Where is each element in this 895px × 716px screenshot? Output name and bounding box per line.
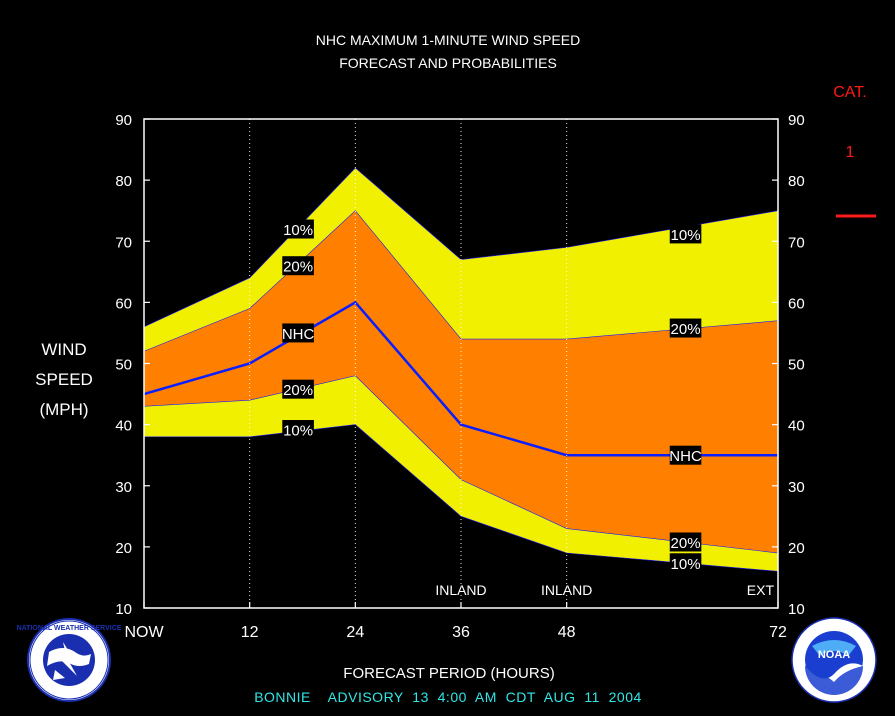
y-tick-label-right: 60	[788, 295, 805, 312]
series-label: NHC	[669, 448, 702, 465]
noaa-logo-text: NOAA	[818, 649, 850, 661]
y-tick-label-right: 30	[788, 479, 805, 496]
advisory-line: BONNIE ADVISORY 13 4:00 AM CDT AUG 11 20…	[254, 689, 642, 705]
series-label: 10%	[283, 423, 313, 440]
period-label: INLAND	[541, 582, 592, 598]
y-tick-label-right: 20	[788, 540, 805, 557]
y-tick-label-right: 70	[788, 234, 805, 251]
x-tick-label: 72	[769, 624, 787, 641]
nws-logo-text: NATIONAL WEATHER SERVICE	[17, 625, 122, 632]
series-label-box	[282, 219, 314, 239]
y-tick-label-left: 80	[115, 173, 132, 190]
series-label-box	[282, 256, 314, 276]
nws-logo: NATIONAL WEATHER SERVICE	[17, 618, 122, 702]
y-axis-title-line-1: WIND	[41, 340, 86, 359]
series-label: 20%	[283, 259, 313, 276]
y-tick-label-right: 50	[788, 357, 805, 374]
nhc-forecast-line	[143, 300, 778, 457]
series-label-box	[669, 318, 702, 338]
y-axis-title-line-3: (MPH)	[39, 400, 88, 419]
series-label: 10%	[283, 222, 313, 239]
y-tick-label-right: 40	[788, 418, 805, 435]
chart-subtitle: FORECAST AND PROBABILITIES	[339, 55, 557, 71]
series-label-box	[282, 323, 314, 343]
y-tick-label-right: 10	[788, 601, 805, 618]
y-tick-label-left: 10	[115, 601, 132, 618]
series-label-box	[282, 379, 314, 399]
series-label: 20%	[671, 321, 701, 338]
chart-title: NHC MAXIMUM 1-MINUTE WIND SPEED	[316, 32, 580, 48]
period-label: INLAND	[435, 582, 486, 598]
y-axis-title: WIND SPEED (MPH)	[35, 340, 93, 419]
x-tick-label: 12	[241, 624, 259, 641]
period-label: EXT	[747, 582, 775, 598]
x-axis-title: FORECAST PERIOD (HOURS)	[343, 665, 554, 682]
y-tick-label-right: 80	[788, 173, 805, 190]
series-label: 20%	[671, 535, 701, 552]
y-tick-label-left: 30	[115, 479, 132, 496]
y-axis-title-line-2: SPEED	[35, 370, 93, 389]
noaa-logo: NOAA	[791, 617, 877, 703]
y-tick-label-left: 20	[115, 540, 132, 557]
y-tick-label-left: 70	[115, 234, 132, 251]
series-label: 10%	[671, 556, 701, 573]
series-label-box	[669, 553, 702, 573]
x-tick-label: NOW	[124, 624, 164, 641]
x-tick-label: 24	[346, 624, 364, 641]
series-labels: 10% 20% NHC 20% 10% 10% 20% NHC 20% 10%	[282, 219, 702, 573]
series-label-box	[669, 532, 702, 552]
series-label: 10%	[671, 227, 701, 244]
category-value: 1	[846, 144, 855, 161]
x-tick-label: 36	[452, 624, 470, 641]
x-tick-label: 48	[558, 624, 576, 641]
y-tick-label-left: 50	[115, 357, 132, 374]
y-tick-label-left: 40	[115, 418, 132, 435]
axes: 10 10 20 20 30 30 40 40 50 50 60 60 70 70 80 80 90 90 NOW 1…	[115, 112, 804, 641]
series-label-box	[282, 420, 314, 440]
category-title: CAT.	[833, 84, 866, 101]
series-label-box	[669, 224, 702, 244]
y-tick-label-right: 90	[788, 112, 805, 129]
series-label: 20%	[283, 382, 313, 399]
category-legend: CAT. 1	[833, 84, 876, 218]
series-label-box	[669, 445, 702, 465]
y-tick-label-left: 90	[115, 112, 132, 129]
series-label: NHC	[282, 326, 315, 343]
y-tick-label-left: 60	[115, 295, 132, 312]
